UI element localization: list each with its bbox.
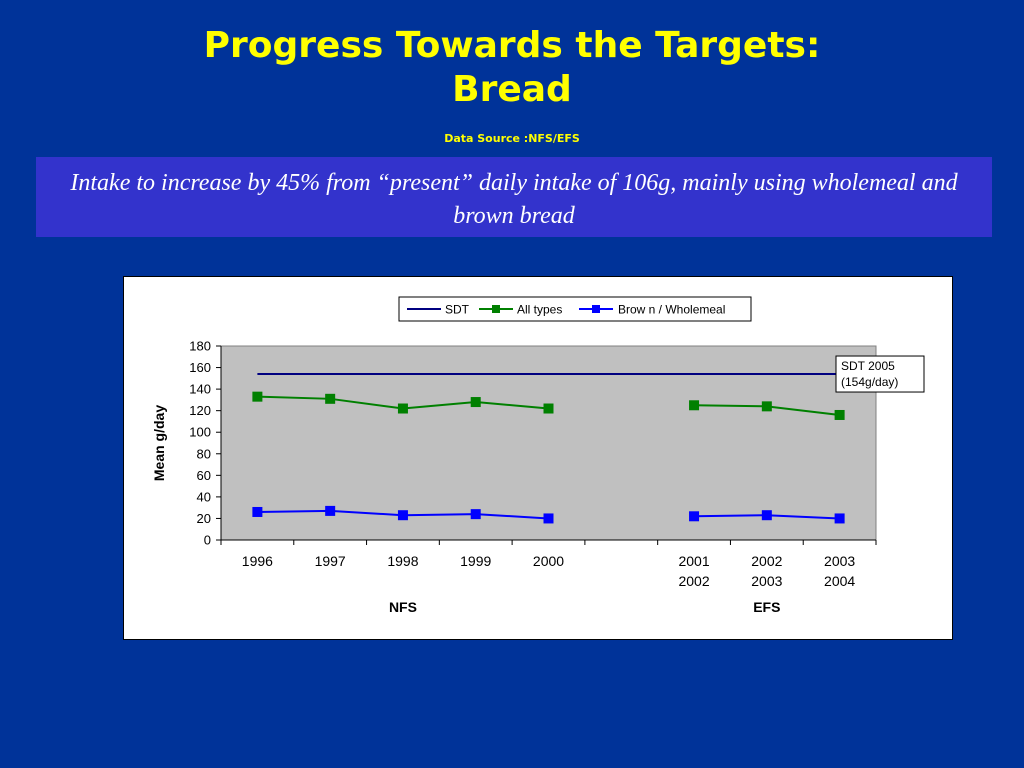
legend-label-brow-n-wholemeal: Brow n / Wholemeal <box>618 303 725 317</box>
sdt-annotation-line-1: SDT 2005 <box>841 359 895 373</box>
data-point-all-types <box>834 409 845 420</box>
data-point-brow-n-wholemeal <box>689 511 700 522</box>
y-tick-label: 40 <box>197 489 211 504</box>
x-tick-label: 1996 <box>242 553 273 569</box>
data-point-brow-n-wholemeal <box>397 510 408 521</box>
x-tick-label: 2002 <box>678 573 709 589</box>
x-group-label: NFS <box>389 599 417 615</box>
data-point-all-types <box>470 397 481 408</box>
data-point-all-types <box>325 393 336 404</box>
y-tick-label: 140 <box>189 382 211 397</box>
legend-marker-all-types <box>492 305 500 313</box>
y-tick-label: 0 <box>204 533 211 548</box>
legend-label-all-types: All types <box>517 303 562 317</box>
y-tick-label: 80 <box>197 446 211 461</box>
y-tick-label: 120 <box>189 403 211 418</box>
data-point-all-types <box>761 401 772 412</box>
title-line-1: Progress Towards the Targets: <box>203 25 821 66</box>
y-tick-label: 100 <box>189 425 211 440</box>
data-point-brow-n-wholemeal <box>470 509 481 520</box>
y-tick-label: 60 <box>197 468 211 483</box>
x-tick-label: 2003 <box>824 553 855 569</box>
data-point-brow-n-wholemeal <box>761 510 772 521</box>
data-point-brow-n-wholemeal <box>252 506 263 517</box>
data-source: Data Source :NFS/EFS <box>444 132 580 145</box>
sdt-annotation-box <box>835 355 925 393</box>
y-tick-label: 180 <box>189 339 211 354</box>
data-point-all-types <box>252 391 263 402</box>
y-tick-label: 160 <box>189 360 211 375</box>
data-point-brow-n-wholemeal <box>834 513 845 524</box>
legend-box <box>398 296 752 322</box>
target-callout: Intake to increase by 45% from “present”… <box>36 157 992 237</box>
x-tick-label: 2001 <box>678 553 709 569</box>
y-axis-title: Mean g/day <box>151 405 167 481</box>
chart-panel: 0 20 40 60 80 100 120 140 160 180 Mean g/day 1996 19… <box>123 276 953 640</box>
data-point-all-types <box>689 400 700 411</box>
x-group-label: EFS <box>753 599 780 615</box>
x-tick-label: 1998 <box>387 553 418 569</box>
y-tick-label: 20 <box>197 511 211 526</box>
title-line-2: Bread <box>452 69 572 110</box>
x-tick-label: 2000 <box>533 553 564 569</box>
sdt-annotation-line-2: (154g/day) <box>841 375 898 389</box>
bread-intake-chart: 0 20 40 60 80 100 120 140 160 180 Mean g/day 1996 19… <box>151 296 925 615</box>
x-tick-label: 2002 <box>751 553 782 569</box>
x-tick-label: 1997 <box>315 553 346 569</box>
data-point-brow-n-wholemeal <box>543 513 554 524</box>
data-point-all-types <box>397 403 408 414</box>
data-point-all-types <box>543 403 554 414</box>
x-tick-label: 2004 <box>824 573 855 589</box>
x-tick-label: 1999 <box>460 553 491 569</box>
legend-label-sdt: SDT <box>445 303 470 317</box>
slide-title: Progress Towards the Targets: Bread <box>0 24 1024 112</box>
x-tick-label: 2003 <box>751 573 782 589</box>
data-point-brow-n-wholemeal <box>325 505 336 516</box>
legend-marker-brow-n-wholemeal <box>592 305 600 313</box>
